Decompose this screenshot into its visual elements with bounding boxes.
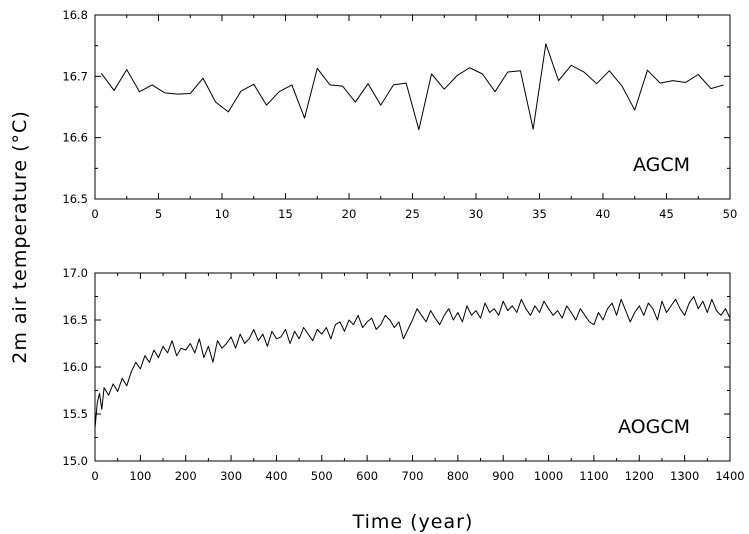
aogcm-x-tick-label: 1000: [534, 469, 563, 483]
aogcm-y-tick-label: 17.0: [62, 266, 88, 280]
agcm-x-tick-label: 45: [659, 207, 674, 221]
aogcm-x-ticks: [94, 273, 731, 461]
aogcm-x-tick-label: 300: [220, 469, 242, 483]
aogcm-x-tick-label: 1200: [625, 469, 654, 483]
aogcm-x-tick-label: 400: [265, 469, 287, 483]
agcm-y-tick-label: 16.6: [62, 131, 88, 145]
agcm-x-tick-label: 25: [405, 207, 420, 221]
agcm-y-tick-label: 16.7: [62, 69, 88, 83]
aogcm-x-tick-labels: 0 100 200 300 400 500 600 700 800 900 1000 1100 1200…: [91, 469, 744, 483]
aogcm-x-tick-label: 1300: [670, 469, 699, 483]
agcm-y-tick-label: 16.8: [62, 8, 88, 22]
agcm-x-tick-label: 20: [342, 207, 357, 221]
agcm-panel: 0 5 10 15 20 25 30 35 40 45 50 16.5 16.6 16.7 16.8 AG…: [62, 8, 737, 221]
aogcm-x-tick-label: 0: [91, 469, 98, 483]
agcm-x-tick-label: 15: [278, 207, 293, 221]
agcm-series-line: [100, 43, 724, 131]
aogcm-x-tick-label: 600: [356, 469, 378, 483]
aogcm-y-ticks: [95, 272, 730, 462]
aogcm-x-tick-label: 800: [447, 469, 469, 483]
agcm-x-tick-label: 35: [532, 207, 547, 221]
agcm-x-tick-label: 30: [469, 207, 484, 221]
aogcm-x-tick-label: 200: [175, 469, 197, 483]
agcm-x-tick-labels: 0 5 10 15 20 25 30 35 40 45 50: [91, 207, 737, 221]
agcm-panel-label: AGCM: [633, 154, 690, 176]
agcm-x-tick-label: 40: [596, 207, 611, 221]
aogcm-x-tick-label: 500: [311, 469, 333, 483]
aogcm-x-tick-label: 1400: [715, 469, 744, 483]
agcm-x-ticks: [94, 15, 731, 199]
aogcm-x-tick-label: 100: [129, 469, 151, 483]
aogcm-series-line: [94, 296, 731, 429]
agcm-x-tick-label: 50: [723, 207, 738, 221]
aogcm-panel: 0 100 200 300 400 500 600 700 800 900 1000 1100 1200…: [62, 266, 744, 483]
agcm-y-tick-label: 16.5: [62, 192, 88, 206]
agcm-y-ticks: [95, 14, 730, 200]
agcm-x-tick-label: 10: [215, 207, 230, 221]
aogcm-x-tick-label: 1100: [579, 469, 608, 483]
aogcm-y-tick-label: 16.5: [62, 313, 88, 327]
x-axis-title: Time (year): [352, 511, 474, 533]
agcm-x-tick-label: 0: [91, 207, 98, 221]
aogcm-x-tick-label: 700: [402, 469, 424, 483]
aogcm-panel-label: AOGCM: [618, 416, 690, 438]
aogcm-x-tick-label: 900: [492, 469, 514, 483]
y-axis-title: 2m air temperature (°C): [9, 110, 31, 363]
aogcm-y-tick-label: 16.0: [62, 360, 88, 374]
agcm-x-tick-label: 5: [155, 207, 162, 221]
aogcm-y-tick-label: 15.0: [62, 454, 88, 468]
agcm-y-tick-labels: 16.5 16.6 16.7 16.8: [62, 8, 88, 206]
aogcm-y-tick-labels: 15.0 15.5 16.0 16.5 17.0: [62, 266, 88, 468]
aogcm-y-tick-label: 15.5: [62, 407, 88, 421]
